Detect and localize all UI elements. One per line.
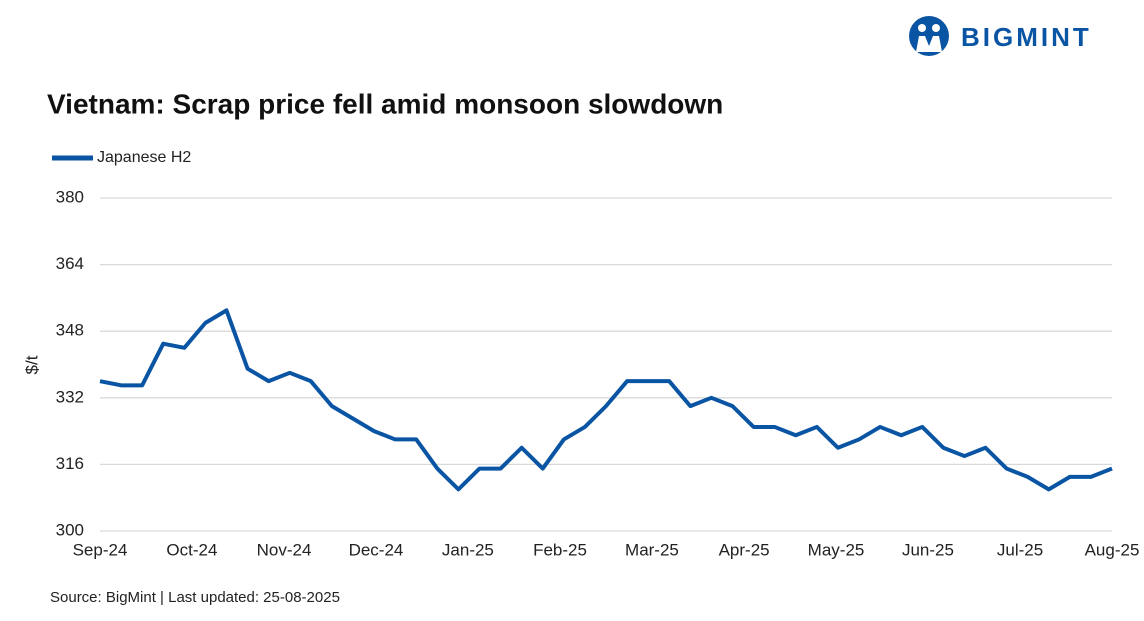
y-tick-label: 364 [56,254,84,273]
y-tick-label: 300 [56,520,84,539]
x-tick-label: Feb-25 [533,540,587,559]
y-tick-label: 332 [56,387,84,406]
logo: BIGMINT [961,22,1092,52]
logo-icon [909,16,949,56]
x-tick-label: Mar-25 [625,540,679,559]
x-tick-label: Dec-24 [349,540,404,559]
x-tick-label: Sep-24 [73,540,128,559]
x-tick-label: Aug-25 [1085,540,1140,559]
x-tick-label: Apr-25 [719,540,770,559]
source: Source: BigMint | Last updated: 25-08-20… [50,589,340,606]
y-tick-label: 316 [56,454,84,473]
x-tick-label: Oct-24 [166,540,217,559]
chart-title: Vietnam: Scrap price fell amid monsoon s… [47,88,723,119]
x-tick-label: Jan-25 [442,540,494,559]
legend-label: Japanese H2 [97,149,191,166]
y-tick-label: 380 [56,187,84,206]
data-line [99,308,1113,492]
y-axis-label: $/t [22,355,41,374]
x-tick-label: May-25 [808,540,865,559]
x-tick-label: Jun-25 [902,540,954,559]
x-tick-label: Nov-24 [257,540,312,559]
x-tick-label: Jul-25 [997,540,1043,559]
y-tick-label: 348 [56,321,84,340]
